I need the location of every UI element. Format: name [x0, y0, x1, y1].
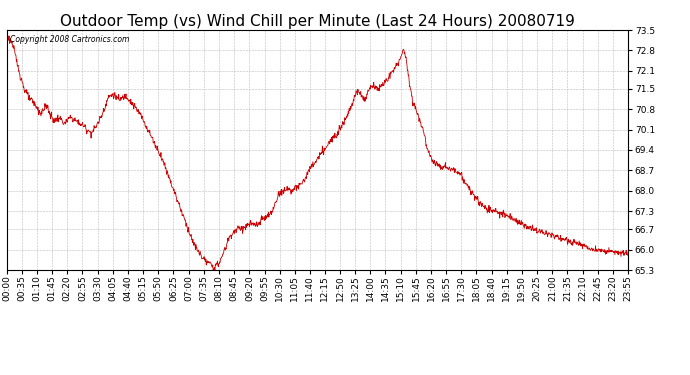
Title: Outdoor Temp (vs) Wind Chill per Minute (Last 24 Hours) 20080719: Outdoor Temp (vs) Wind Chill per Minute … — [60, 14, 575, 29]
Text: Copyright 2008 Cartronics.com: Copyright 2008 Cartronics.com — [10, 35, 130, 44]
